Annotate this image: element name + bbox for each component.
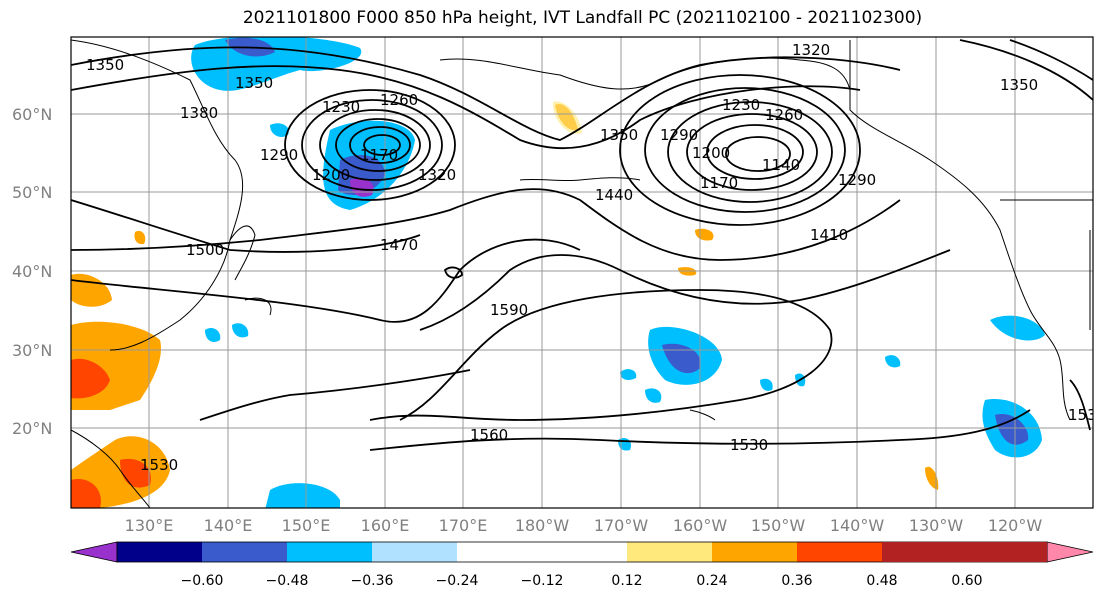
- lon-label: 130°E: [125, 516, 174, 535]
- contour-label: 1410: [810, 226, 848, 244]
- colorbar-high-extend: [1046, 541, 1094, 563]
- colorbar-segment: [712, 542, 797, 562]
- lat-label: 30°N: [12, 341, 52, 360]
- contour-label: 1350: [600, 126, 638, 144]
- colorbar-segment: [967, 542, 1047, 562]
- contour-label: 1470: [380, 236, 418, 254]
- lon-label: 150°E: [282, 516, 331, 535]
- lon-label: 120°W: [988, 516, 1043, 535]
- colorbar-segment: [627, 542, 712, 562]
- colorbar-segment: [287, 542, 372, 562]
- lon-label: 140°W: [830, 516, 885, 535]
- contour-label: 1320: [792, 41, 830, 59]
- contour-label: 1530: [140, 456, 178, 474]
- lon-label: 160°W: [673, 516, 728, 535]
- contour-label: 1290: [260, 146, 298, 164]
- colorbar-tick-label: 0.60: [951, 573, 982, 589]
- lon-label: 140°E: [204, 516, 253, 535]
- contour-label: 1170: [360, 146, 398, 164]
- lon-label: 180°W: [515, 516, 570, 535]
- lon-label: 160°E: [361, 516, 410, 535]
- lon-label: 150°W: [751, 516, 806, 535]
- colorbar: −0.60 −0.48 −0.36 −0.24 −0.12 0.12 0.24 …: [70, 541, 1094, 589]
- contour-label: 1590: [490, 301, 528, 319]
- colorbar-tick-label: −0.12: [521, 573, 564, 589]
- contour-label: 1290: [838, 171, 876, 189]
- colorbar-tick-label: 0.12: [611, 573, 642, 589]
- lat-label: 40°N: [12, 262, 52, 281]
- colorbar-tick-label: −0.60: [181, 573, 224, 589]
- colorbar-tick-label: 0.36: [781, 573, 812, 589]
- contour-label: 1290: [660, 126, 698, 144]
- contour-label: 1260: [765, 106, 803, 124]
- contour-label: 1560: [470, 426, 508, 444]
- lon-label: 170°W: [594, 516, 649, 535]
- contour-label: 1530: [730, 436, 768, 454]
- contour-label: 1440: [595, 186, 633, 204]
- contour-label: 1350: [235, 74, 273, 92]
- contour-label: 1500: [186, 241, 224, 259]
- contour-label: 1170: [700, 174, 738, 192]
- contour-label: 1380: [180, 104, 218, 122]
- contour-labels: 1350 1350 1380 1290 1230 1260 1170 1200 …: [86, 41, 1105, 474]
- colorbar-segment: [542, 542, 627, 562]
- colorbar-segment: [372, 542, 457, 562]
- colorbar-tick-label: −0.48: [266, 573, 309, 589]
- map-area: [71, 37, 1093, 508]
- contour-label: 1140: [762, 156, 800, 174]
- contour-label: 1530: [1068, 406, 1105, 424]
- contour-label: 1350: [1000, 76, 1038, 94]
- lat-label: 60°N: [12, 105, 52, 124]
- contour-label: 1200: [692, 144, 730, 162]
- height-contours: [71, 39, 1093, 451]
- contour-label: 1260: [380, 91, 418, 109]
- longitude-labels: 130°E 140°E 150°E 160°E 170°E 180°W 170°…: [125, 516, 1043, 535]
- colorbar-tick-label: −0.24: [436, 573, 479, 589]
- contour-label: 1230: [322, 98, 360, 116]
- contour-label: 1350: [86, 56, 124, 74]
- colorbar-segment: [797, 542, 882, 562]
- contour-label: 1230: [722, 96, 760, 114]
- contour-label: 1200: [312, 166, 350, 184]
- graticule: [71, 37, 1093, 508]
- contour-label: 1320: [418, 166, 456, 184]
- colorbar-tick-label: 0.24: [696, 573, 727, 589]
- colorbar-segment: [202, 542, 287, 562]
- latitude-labels: 60°N 50°N 40°N 30°N 20°N: [12, 105, 52, 438]
- colorbar-tick-label: 0.48: [866, 573, 897, 589]
- lat-label: 20°N: [12, 419, 52, 438]
- colorbar-segment: [882, 542, 967, 562]
- lon-label: 170°E: [439, 516, 488, 535]
- lon-label: 130°W: [909, 516, 964, 535]
- ivt-negative-shading: [191, 37, 1045, 508]
- colorbar-tick-label: −0.36: [351, 573, 394, 589]
- colorbar-segment: [117, 542, 202, 562]
- colorbar-ticks: −0.60 −0.48 −0.36 −0.24 −0.12 0.12 0.24 …: [181, 573, 983, 589]
- map-frame: [70, 36, 1094, 509]
- lat-label: 50°N: [12, 183, 52, 202]
- colorbar-low-extend: [70, 541, 118, 563]
- colorbar-segment: [457, 542, 542, 562]
- figure-title: 2021101800 F000 850 hPa height, IVT Land…: [242, 8, 923, 28]
